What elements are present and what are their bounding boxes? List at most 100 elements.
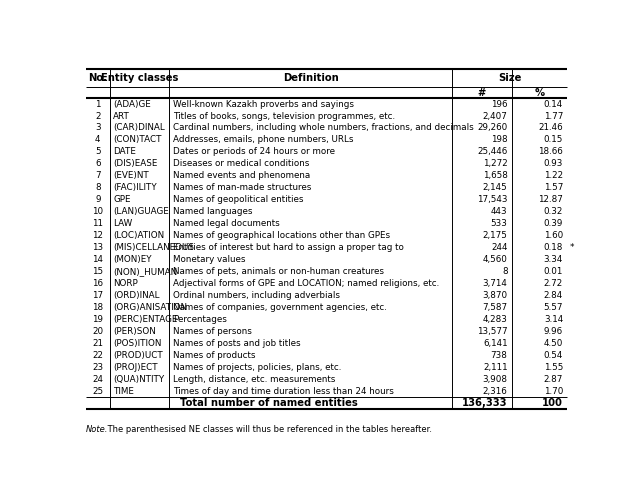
Text: 18.66: 18.66 [538, 147, 563, 156]
Text: 13: 13 [92, 243, 104, 252]
Text: 100: 100 [542, 398, 563, 408]
Text: 4,283: 4,283 [483, 315, 508, 324]
Text: Dates or periods of 24 hours or more: Dates or periods of 24 hours or more [173, 147, 335, 156]
Text: 9: 9 [95, 195, 100, 204]
Text: 21.46: 21.46 [538, 124, 563, 132]
Text: (LAN)GUAGE: (LAN)GUAGE [113, 207, 169, 216]
Text: 20: 20 [92, 327, 104, 336]
Text: TIME: TIME [113, 386, 134, 395]
Text: 17: 17 [92, 291, 104, 300]
Text: 18: 18 [92, 303, 104, 312]
Text: 3.14: 3.14 [544, 315, 563, 324]
Text: Names of posts and job titles: Names of posts and job titles [173, 339, 300, 348]
Text: Size: Size [498, 73, 521, 83]
Text: 2,145: 2,145 [483, 183, 508, 192]
Text: (PERC)ENTAGE: (PERC)ENTAGE [113, 315, 178, 324]
Text: 12: 12 [92, 231, 103, 240]
Text: (EVE)NT: (EVE)NT [113, 171, 149, 181]
Text: No.: No. [88, 73, 108, 83]
Text: 2.87: 2.87 [544, 374, 563, 383]
Text: Named legal documents: Named legal documents [173, 219, 280, 228]
Text: 8: 8 [95, 183, 100, 192]
Text: 6,141: 6,141 [483, 339, 508, 348]
Text: Names of companies, government agencies, etc.: Names of companies, government agencies,… [173, 303, 387, 312]
Text: #: # [477, 88, 486, 98]
Text: (POS)ITION: (POS)ITION [113, 339, 162, 348]
Text: 24: 24 [92, 374, 103, 383]
Text: LAW: LAW [113, 219, 132, 228]
Text: 0.54: 0.54 [544, 351, 563, 360]
Text: (ADA)GE: (ADA)GE [113, 100, 151, 109]
Text: 17,543: 17,543 [477, 195, 508, 204]
Text: 1.57: 1.57 [544, 183, 563, 192]
Text: Entity classes: Entity classes [101, 73, 178, 83]
Text: 3,870: 3,870 [483, 291, 508, 300]
Text: 5.57: 5.57 [543, 303, 563, 312]
Text: Names of man-made structures: Names of man-made structures [173, 183, 311, 192]
Text: 8: 8 [502, 267, 508, 276]
Text: Cardinal numbers, including whole numbers, fractions, and decimals: Cardinal numbers, including whole number… [173, 124, 474, 132]
Text: 244: 244 [491, 243, 508, 252]
Text: Times of day and time duration less than 24 hours: Times of day and time duration less than… [173, 386, 394, 395]
Text: NORP: NORP [113, 279, 138, 288]
Text: GPE: GPE [113, 195, 131, 204]
Text: Adjectival forms of GPE and LOCATION; named religions, etc.: Adjectival forms of GPE and LOCATION; na… [173, 279, 439, 288]
Text: Monetary values: Monetary values [173, 255, 245, 264]
Text: Names of geographical locations other than GPEs: Names of geographical locations other th… [173, 231, 390, 240]
Text: 2.84: 2.84 [544, 291, 563, 300]
Text: 198: 198 [491, 135, 508, 144]
Text: 3.34: 3.34 [544, 255, 563, 264]
Text: 0.93: 0.93 [544, 159, 563, 168]
Text: Definition: Definition [283, 73, 339, 83]
Text: 1,272: 1,272 [483, 159, 508, 168]
Text: 22: 22 [92, 351, 103, 360]
Text: 11: 11 [92, 219, 103, 228]
Text: Note.: Note. [86, 426, 108, 434]
Text: 2,316: 2,316 [483, 386, 508, 395]
Text: (PROJ)ECT: (PROJ)ECT [113, 363, 158, 372]
Text: 13,577: 13,577 [477, 327, 508, 336]
Text: 2,175: 2,175 [483, 231, 508, 240]
Text: 1.55: 1.55 [544, 363, 563, 372]
Text: 12.87: 12.87 [538, 195, 563, 204]
Text: 7: 7 [95, 171, 100, 181]
Text: 10: 10 [92, 207, 104, 216]
Text: 2.72: 2.72 [544, 279, 563, 288]
Text: Names of projects, policies, plans, etc.: Names of projects, policies, plans, etc. [173, 363, 341, 372]
Text: (QUA)NTITY: (QUA)NTITY [113, 374, 164, 383]
Text: 0.14: 0.14 [544, 100, 563, 109]
Text: 0.15: 0.15 [544, 135, 563, 144]
Text: 533: 533 [491, 219, 508, 228]
Text: 3,908: 3,908 [483, 374, 508, 383]
Text: Entities of interest but hard to assign a proper tag to: Entities of interest but hard to assign … [173, 243, 404, 252]
Text: DATE: DATE [113, 147, 136, 156]
Text: Names of products: Names of products [173, 351, 255, 360]
Text: (CON)TACT: (CON)TACT [113, 135, 162, 144]
Text: Names of geopolitical entities: Names of geopolitical entities [173, 195, 303, 204]
Text: 1.22: 1.22 [544, 171, 563, 181]
Text: 4,560: 4,560 [483, 255, 508, 264]
Text: (PER)SON: (PER)SON [113, 327, 156, 336]
Text: 738: 738 [491, 351, 508, 360]
Text: Names of pets, animals or non-human creatures: Names of pets, animals or non-human crea… [173, 267, 384, 276]
Text: (ORG)ANISATION: (ORG)ANISATION [113, 303, 188, 312]
Text: The parenthesised NE classes will thus be referenced in the tables hereafter.: The parenthesised NE classes will thus b… [105, 426, 432, 434]
Text: 6: 6 [95, 159, 100, 168]
Text: Titles of books, songs, television programmes, etc.: Titles of books, songs, television progr… [173, 112, 395, 121]
Text: 1.70: 1.70 [544, 386, 563, 395]
Text: (PROD)UCT: (PROD)UCT [113, 351, 163, 360]
Text: Names of persons: Names of persons [173, 327, 252, 336]
Text: Well-known Kazakh proverbs and sayings: Well-known Kazakh proverbs and sayings [173, 100, 354, 109]
Text: 14: 14 [92, 255, 103, 264]
Text: Addresses, emails, phone numbers, URLs: Addresses, emails, phone numbers, URLs [173, 135, 353, 144]
Text: 21: 21 [92, 339, 103, 348]
Text: 2,111: 2,111 [483, 363, 508, 372]
Text: 1: 1 [95, 100, 100, 109]
Text: 0.18: 0.18 [544, 243, 563, 252]
Text: 2,407: 2,407 [483, 112, 508, 121]
Text: 443: 443 [491, 207, 508, 216]
Text: Percentages: Percentages [173, 315, 227, 324]
Text: Diseases or medical conditions: Diseases or medical conditions [173, 159, 309, 168]
Text: 3: 3 [95, 124, 100, 132]
Text: %: % [534, 88, 545, 98]
